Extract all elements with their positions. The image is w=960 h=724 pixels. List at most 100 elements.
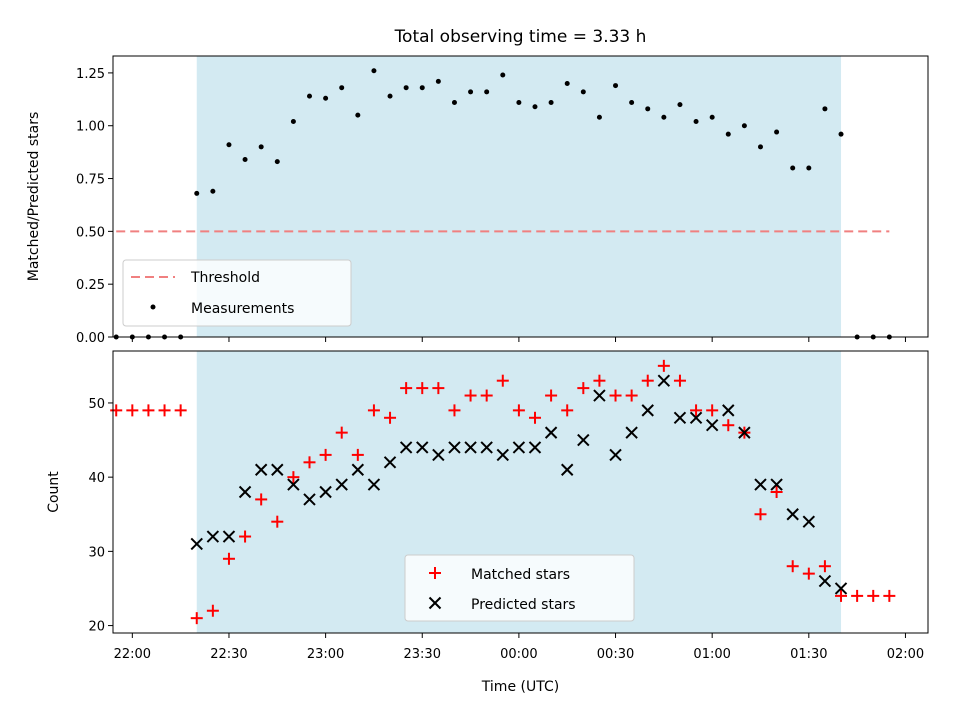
top-legend-box [122,259,352,327]
measurement-point [661,114,667,120]
predicted-star-point [722,404,735,417]
measurement-point [339,85,345,91]
matched-star-point [690,404,703,417]
matched-star-point [319,448,332,461]
measurement-point [790,165,796,171]
matched-star-point [174,404,187,417]
predicted-star-point [561,463,574,476]
top-y-tick-label: 0.50 [76,225,105,240]
bottom-y-tick-label: 40 [88,471,105,486]
x-axis-label: Time (UTC) [481,679,559,695]
top-y-tick-label: 0.00 [76,331,105,346]
measurement-point [387,93,393,99]
predicted-legend-swatch [428,596,442,610]
predicted-star-point [271,463,284,476]
predicted-star-point [754,478,767,491]
matched-star-point [432,382,445,395]
measurement-point [258,144,264,150]
matched-star-point [545,389,558,402]
x-tick-label: 22:00 [114,647,151,662]
predicted-star-point [399,441,413,454]
matched-star-point [577,382,590,395]
top-axes-frame [112,55,929,338]
matched-star-point [754,508,767,521]
matched-star-point [255,493,268,506]
measurement-point [194,190,200,196]
predicted-legend-label: Predicted stars [471,597,576,613]
matched-star-point [641,374,654,387]
top-y-tick-label: 1.00 [76,120,105,135]
measurement-point [290,118,296,124]
predicted-star-point [786,508,799,521]
x-tick-label: 23:30 [404,647,441,662]
predicted-legend-marker [428,596,442,610]
matched-star-point [609,389,622,402]
predicted-star-point [577,433,590,447]
predicted-star-point [351,463,365,476]
measurement-point [613,83,619,89]
measurement-point [741,123,747,129]
predicted-star-point [432,448,445,462]
predicted-star-point [593,389,606,402]
predicted-star-point [480,441,493,454]
x-tick-label: 00:30 [597,647,634,662]
measurement-point [693,118,699,124]
matched-star-point [802,567,815,580]
matched-star-point [367,404,380,417]
matched-star-point [158,404,171,417]
bottom-y-axis-label: Count [46,471,62,513]
measurement-point [757,144,763,150]
measurement-point [242,157,248,163]
predicted-star-point [206,530,220,543]
predicted-star-point [641,404,654,417]
bottom-y-tick-label: 20 [88,620,105,635]
top-y-tick-label: 0.25 [76,278,105,293]
top-y-tick-label: 0.75 [76,173,105,188]
top-ticks: 0.00 0.25 0.50 0.75 1.00 1.25 [76,67,906,346]
predicted-star-point [834,582,848,595]
predicted-star-point [416,441,429,454]
matched-star-point [384,411,397,424]
matched-star-point [496,374,509,387]
measurement-point [307,93,313,99]
predicted-star-point [367,478,381,491]
matched-star-point [673,374,686,387]
predicted-star-point [464,441,477,454]
bottom-legend: Matched stars Predicted stars [404,554,635,622]
x-tick-label: 23:00 [307,647,344,662]
matched-star-point [416,382,429,395]
predicted-star-point [673,411,687,424]
predicted-star-point [625,426,638,439]
x-tick-label: 02:00 [887,647,924,662]
predicted-star-point [802,515,816,528]
measurement-point [822,106,828,112]
matched-star-point [851,589,864,602]
top-panel: 0.00 0.25 0.50 0.75 1.00 1.25 Total observing… [26,27,929,346]
matched-star-point [271,515,284,528]
matched-star-point [528,411,541,424]
bottom-y-tick-label: 30 [88,545,105,560]
matched-star-point [480,389,493,402]
measurement-point [468,89,474,95]
measurement-point [435,78,441,84]
matched-star-point [706,404,719,417]
measurement-points [113,68,892,340]
chart-title: Total observing time = 3.33 h [394,27,647,47]
predicted-star-point [303,493,316,506]
predicted-star-point [609,448,622,462]
matched-star-point [835,589,848,602]
x-tick-label: 22:30 [210,647,247,662]
predicted-star-point [770,478,783,491]
matched-star-point [593,374,606,387]
predicted-star-point [319,485,332,499]
matched-star-point [142,404,155,417]
measurement-point [596,114,602,120]
measurement-point [226,142,232,148]
predicted-star-point [287,478,300,491]
matched-star-point [222,552,235,565]
measurement-point [580,89,586,95]
matched-star-point [770,486,783,498]
predicted-star-point [738,426,751,439]
bottom-y-tick-label: 50 [88,397,105,412]
